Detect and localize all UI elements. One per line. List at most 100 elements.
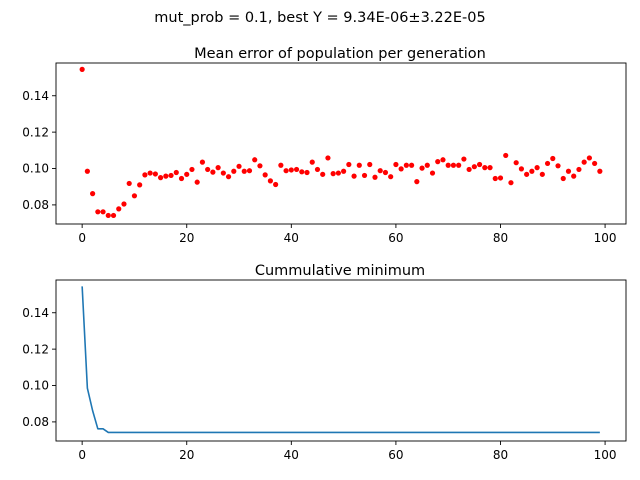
scatter-point (257, 163, 263, 169)
scatter-point (435, 159, 441, 165)
scatter-point (377, 168, 383, 174)
scatter-point (152, 171, 158, 177)
scatter-point (116, 206, 122, 212)
scatter-point (403, 162, 409, 168)
y-tick-label: 0.08 (22, 198, 49, 212)
scatter-point (210, 169, 216, 175)
scatter-point (95, 209, 101, 215)
scatter-point (539, 171, 545, 177)
scatter-point (586, 155, 592, 161)
scatter-point (382, 169, 389, 176)
scatter-point (524, 171, 530, 177)
scatter-point (184, 171, 190, 177)
scatter-point (288, 167, 294, 173)
x-tick-label: 100 (594, 231, 617, 245)
scatter-point (393, 161, 399, 168)
scatter-point (105, 212, 111, 219)
scatter-point (414, 179, 420, 185)
scatter-point (330, 171, 336, 177)
scatter-point (157, 175, 164, 181)
scatter-point (398, 166, 404, 172)
scatter-point (173, 169, 179, 176)
x-tick-label: 100 (594, 448, 617, 462)
scatter-point (487, 165, 493, 171)
scatter-point (273, 181, 279, 188)
scatter-point (246, 168, 253, 174)
scatter-point (304, 169, 310, 176)
scatter-point (529, 168, 535, 174)
axes-frame (55, 279, 627, 442)
scatter-point (220, 170, 226, 176)
x-tick-label: 20 (179, 448, 194, 462)
scatter-point (346, 161, 352, 168)
scatter-point (131, 193, 138, 199)
scatter-point (199, 159, 206, 165)
figure-suptitle: mut_prob = 0.1, best Y = 9.34E-06±3.22E-… (154, 10, 485, 26)
scatter-point (325, 155, 331, 161)
scatter-point (544, 160, 551, 167)
scatter-point (388, 174, 394, 180)
scatter-point (592, 160, 598, 167)
scatter-point (429, 170, 436, 176)
scatter-point (137, 182, 143, 188)
y-tick-label: 0.14 (22, 306, 49, 320)
scatter-point (497, 175, 504, 181)
scatter-point (518, 166, 525, 172)
scatter-point (492, 175, 498, 182)
scatter-point (142, 172, 148, 178)
scatter-point (508, 180, 514, 186)
scatter-point (576, 166, 582, 173)
y-tick-label: 0.10 (22, 379, 49, 393)
scatter-point (419, 165, 425, 171)
scatter-axes: Mean error of population per generation … (22, 46, 627, 245)
scatter-point (241, 168, 247, 174)
scatter-point (550, 155, 556, 162)
scatter-point (205, 166, 211, 173)
scatter-point (215, 165, 221, 171)
scatter-point (513, 160, 519, 166)
x-tick-label: 60 (388, 231, 403, 245)
scatter-point (581, 159, 587, 165)
scatter-point (372, 174, 378, 180)
scatter-point (90, 191, 96, 197)
scatter-point (555, 163, 561, 169)
x-tick-label: 0 (78, 448, 86, 462)
scatter-point (252, 157, 258, 163)
scatter-point (440, 157, 446, 163)
scatter-point (236, 163, 242, 169)
scatter-point (314, 166, 321, 173)
scatter-point (267, 178, 273, 184)
scatter-point (503, 152, 509, 159)
scatter-title: Mean error of population per generation (194, 46, 486, 62)
scatter-point (351, 173, 357, 179)
line-title: Cummulative minimum (255, 263, 425, 279)
scatter-point (178, 175, 185, 182)
scatter-point (571, 173, 577, 179)
x-tick-label: 80 (493, 231, 508, 245)
scatter-point (367, 161, 373, 168)
scatter-point (126, 180, 132, 187)
scatter-point (361, 172, 368, 179)
scatter-point (225, 174, 232, 180)
scatter-point (168, 172, 174, 179)
scatter-point (121, 201, 127, 207)
y-tick-label: 0.12 (22, 342, 49, 356)
axes-frame (55, 62, 627, 225)
scatter-point (341, 168, 347, 174)
scatter-point (283, 168, 289, 174)
scatter-point (466, 166, 472, 173)
scatter-point (356, 162, 362, 168)
scatter-point (309, 159, 315, 165)
x-tick-label: 80 (493, 448, 508, 462)
scatter-point (231, 168, 237, 174)
x-tick-label: 20 (179, 231, 194, 245)
scatter-point (534, 165, 540, 171)
y-tick-label: 0.12 (22, 125, 49, 139)
scatter-point (262, 172, 268, 178)
x-tick-label: 60 (388, 448, 403, 462)
scatter-point (79, 66, 85, 72)
scatter-point (335, 170, 341, 176)
scatter-point (461, 156, 467, 162)
scatter-point (293, 166, 300, 173)
